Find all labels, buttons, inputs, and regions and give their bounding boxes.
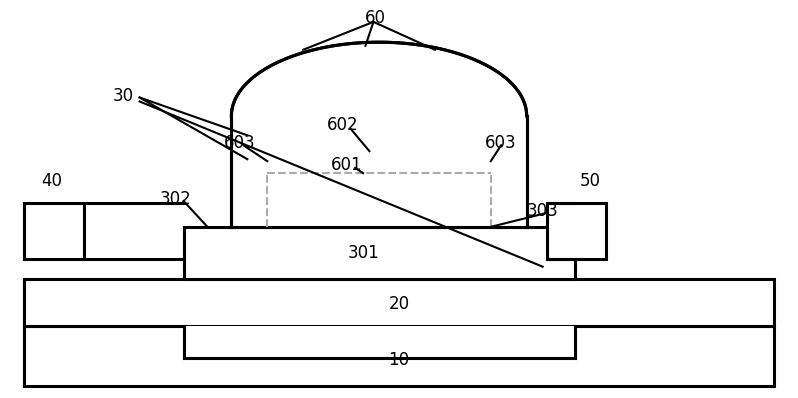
Bar xyxy=(547,203,606,259)
Text: 302: 302 xyxy=(160,190,192,208)
Text: 301: 301 xyxy=(347,244,379,262)
Bar xyxy=(184,326,575,358)
Bar xyxy=(24,203,84,259)
Text: 602: 602 xyxy=(327,116,359,135)
Polygon shape xyxy=(231,42,527,227)
Text: 40: 40 xyxy=(41,172,62,190)
Text: 60: 60 xyxy=(365,9,385,27)
Bar xyxy=(24,279,774,326)
Text: 603: 603 xyxy=(485,134,517,152)
Text: 601: 601 xyxy=(331,156,363,174)
Bar xyxy=(184,227,575,279)
Text: 20: 20 xyxy=(389,295,409,314)
Text: 603: 603 xyxy=(223,134,255,152)
Text: 10: 10 xyxy=(389,351,409,369)
Bar xyxy=(24,326,774,386)
Text: 303: 303 xyxy=(527,202,559,220)
Text: 50: 50 xyxy=(580,172,601,190)
Text: 30: 30 xyxy=(113,86,134,105)
